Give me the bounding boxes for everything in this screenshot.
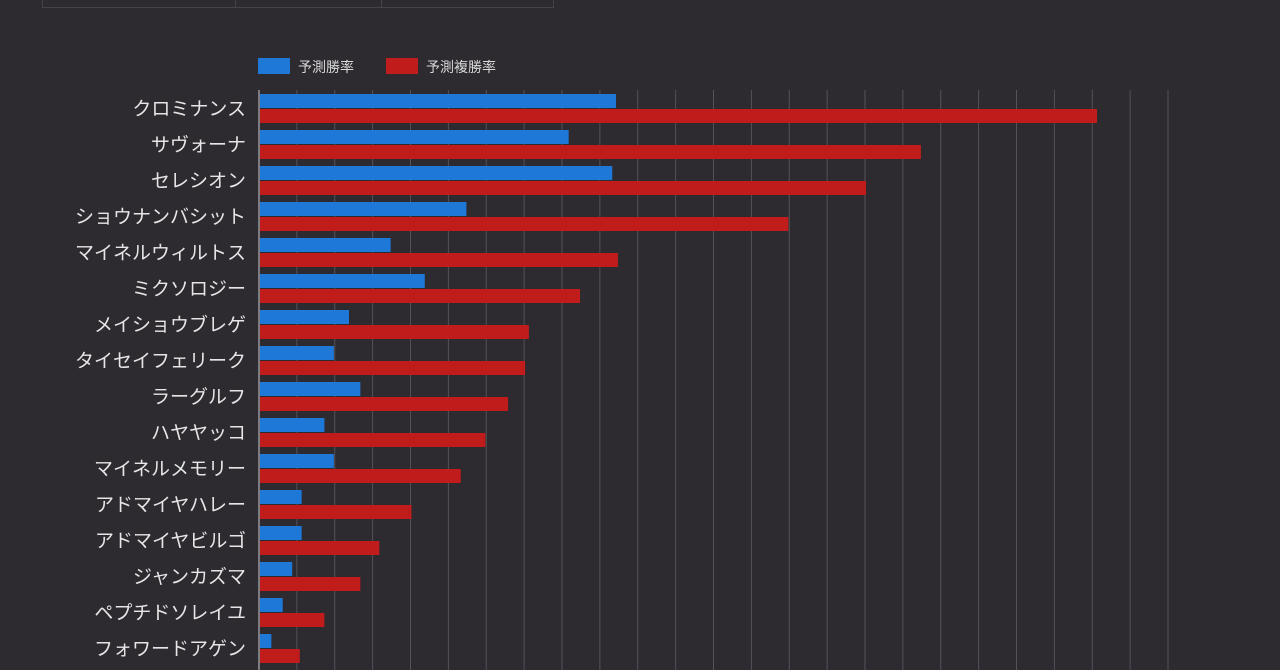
bar-place-rate bbox=[260, 577, 361, 591]
legend-swatch-place-rate bbox=[386, 58, 418, 74]
bar-win-rate bbox=[260, 490, 302, 504]
bar-place-rate bbox=[260, 613, 325, 627]
category-label: ショウナンバシット bbox=[75, 206, 246, 228]
bar-place-rate bbox=[260, 361, 526, 375]
bar-place-rate bbox=[260, 505, 412, 519]
bar-win-rate bbox=[260, 634, 272, 648]
bar-win-rate bbox=[260, 274, 425, 288]
category-label: ミクソロジー bbox=[132, 278, 246, 300]
bar-place-rate bbox=[260, 469, 461, 483]
category-label: セレシオン bbox=[151, 170, 246, 192]
legend-label-place-rate: 予測複勝率 bbox=[426, 59, 496, 76]
bar-win-rate bbox=[260, 526, 302, 540]
bar-win-rate bbox=[260, 382, 361, 396]
category-label: アドマイヤビルゴ bbox=[95, 530, 246, 552]
bar-place-rate bbox=[260, 541, 380, 555]
bar-place-rate bbox=[260, 649, 300, 663]
top-toolbar-strip bbox=[42, 0, 554, 8]
bar-win-rate bbox=[260, 598, 283, 612]
category-label: フォワードアゲン bbox=[94, 638, 246, 660]
bar-win-rate bbox=[260, 418, 325, 432]
category-label: アドマイヤハレー bbox=[95, 494, 246, 516]
category-label: マイネルウィルトス bbox=[75, 242, 246, 264]
bar-place-rate bbox=[260, 325, 529, 339]
category-label: メイショウブレゲ bbox=[94, 313, 246, 336]
bar-place-rate bbox=[260, 397, 509, 411]
category-label: ジャンカズマ bbox=[133, 566, 246, 588]
category-label: ハヤヤッコ bbox=[151, 422, 246, 444]
bar-win-rate bbox=[260, 202, 467, 216]
bar-place-rate bbox=[260, 181, 866, 195]
category-label: ラーグルフ bbox=[151, 386, 246, 408]
category-labels: クロミナンスサヴォーナセレシオンショウナンバシットマイネルウィルトスミクソロジー… bbox=[75, 98, 246, 660]
bar-win-rate bbox=[260, 346, 334, 360]
bar-win-rate bbox=[260, 166, 613, 180]
legend-label-win-rate: 予測勝率 bbox=[298, 59, 354, 76]
bar-place-rate bbox=[260, 109, 1098, 123]
category-label: タイセイフェリーク bbox=[75, 350, 246, 372]
bar-place-rate bbox=[260, 289, 581, 303]
legend-swatch-win-rate bbox=[258, 58, 290, 74]
bars bbox=[260, 94, 1098, 663]
category-label: サヴォーナ bbox=[151, 134, 246, 156]
bar-win-rate bbox=[260, 130, 569, 144]
legend: 予測勝率 予測複勝率 bbox=[258, 58, 496, 76]
bar-place-rate bbox=[260, 433, 486, 447]
bar-place-rate bbox=[260, 217, 789, 231]
bar-place-rate bbox=[260, 145, 921, 159]
bar-win-rate bbox=[260, 454, 334, 468]
bar-win-rate bbox=[260, 238, 391, 252]
bar-place-rate bbox=[260, 253, 618, 267]
bar-win-rate bbox=[260, 94, 617, 108]
bar-win-rate bbox=[260, 310, 350, 324]
category-label: クロミナンス bbox=[132, 98, 246, 120]
category-label: マイネルメモリー bbox=[94, 458, 246, 480]
category-label: ペプチドソレイユ bbox=[94, 602, 246, 624]
bar-win-rate bbox=[260, 562, 293, 576]
